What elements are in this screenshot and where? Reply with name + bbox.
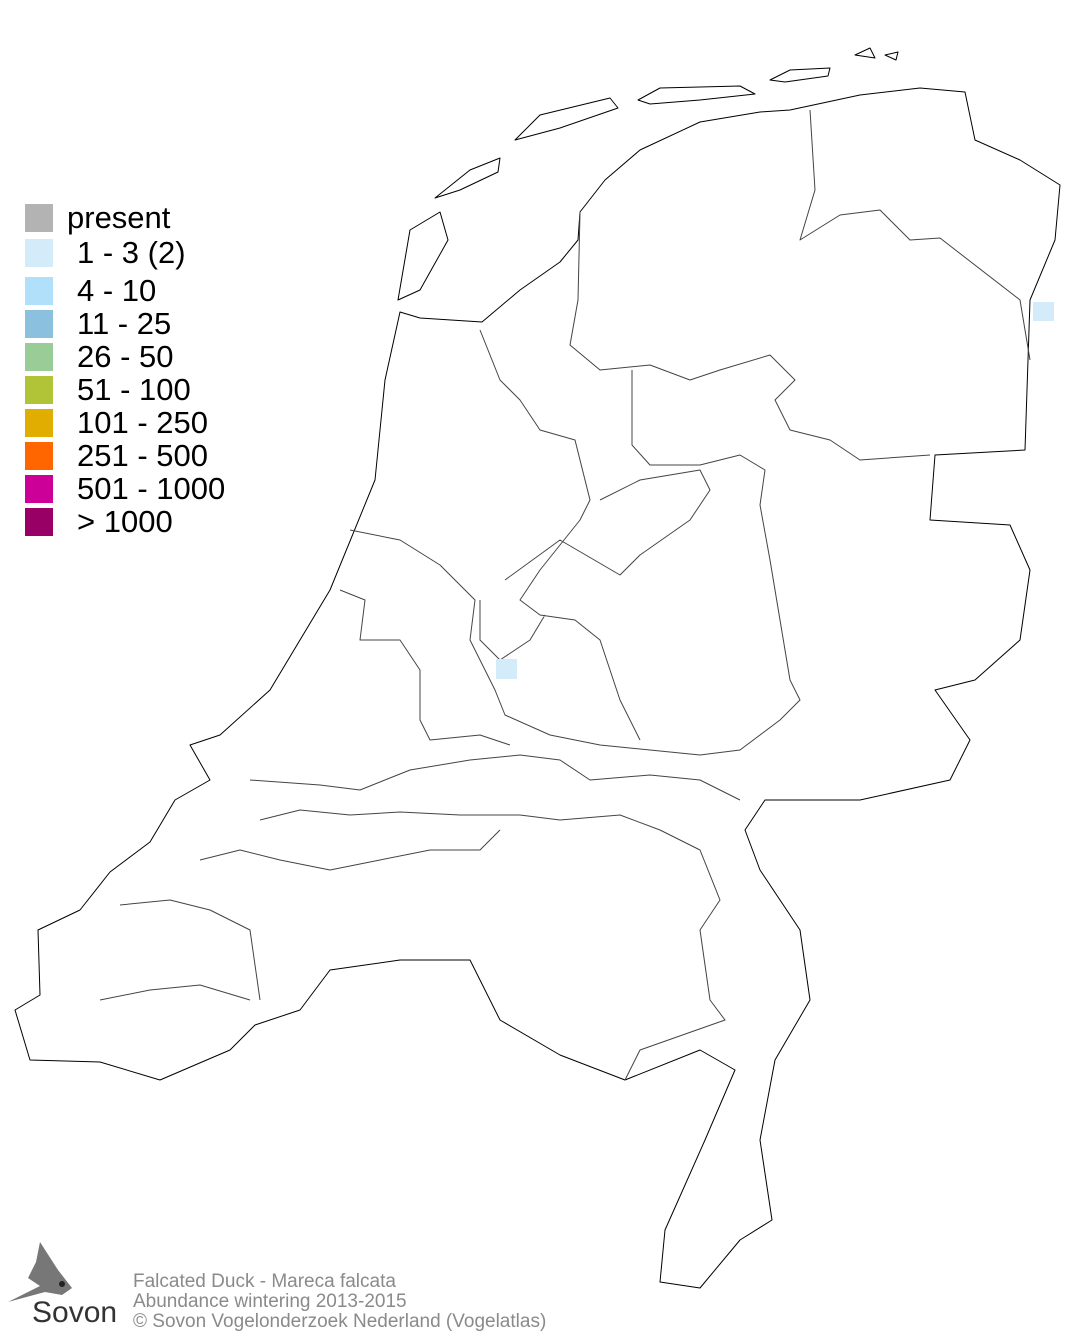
legend-item: 501 - 1000 [25, 471, 226, 506]
copyright: © Sovon Vogelonderzoek Nederland (Vogela… [133, 1311, 547, 1332]
map-subtitle: Abundance wintering 2013-2015 [133, 1291, 407, 1312]
legend-label: 11 - 25 [77, 306, 172, 341]
legend-swatch [25, 239, 53, 267]
legend-swatch [25, 310, 53, 338]
legend-label: 26 - 50 [77, 339, 174, 374]
sovon-swallow-logo-icon [8, 1242, 72, 1302]
legend-swatch [25, 409, 53, 437]
legend-swatch [25, 442, 53, 470]
legend-swatch [25, 508, 53, 536]
legend-label: present [67, 200, 171, 235]
legend-item: 51 - 100 [25, 372, 191, 407]
legend-label: 501 - 1000 [77, 471, 226, 506]
legend-swatch [25, 376, 53, 404]
legend-swatch [25, 204, 53, 232]
legend-item-present: present [25, 200, 171, 235]
map-caption: Falcated Duck - Mareca falcata Abundance… [133, 1272, 546, 1332]
legend-label: 251 - 500 [77, 438, 208, 473]
legend-item: 101 - 250 [25, 405, 208, 440]
legend-swatch [25, 475, 53, 503]
legend-item: 11 - 25 [25, 306, 172, 341]
legend-item: > 1000 [25, 504, 173, 539]
legend-label: 1 - 3 (2) [77, 235, 186, 270]
species-title: Falcated Duck - Mareca falcata [133, 1271, 396, 1292]
country-outline [14, 87, 1061, 1289]
legend-label: > 1000 [77, 504, 173, 539]
legend-item: 26 - 50 [25, 339, 174, 374]
legend-item: 1 - 3 (2) [25, 235, 186, 270]
occupied-cell [1033, 302, 1054, 321]
occupied-cell [496, 659, 517, 679]
legend-item: 251 - 500 [25, 438, 208, 473]
legend-label: 51 - 100 [77, 372, 191, 407]
legend-label: 101 - 250 [77, 405, 208, 440]
legend-swatch [25, 343, 53, 371]
logo-text: Sovon [32, 1296, 118, 1329]
legend-label: 4 - 10 [77, 273, 157, 308]
wadden-islands [397, 47, 899, 301]
legend-item: 4 - 10 [25, 273, 157, 308]
legend-swatch [25, 277, 53, 305]
